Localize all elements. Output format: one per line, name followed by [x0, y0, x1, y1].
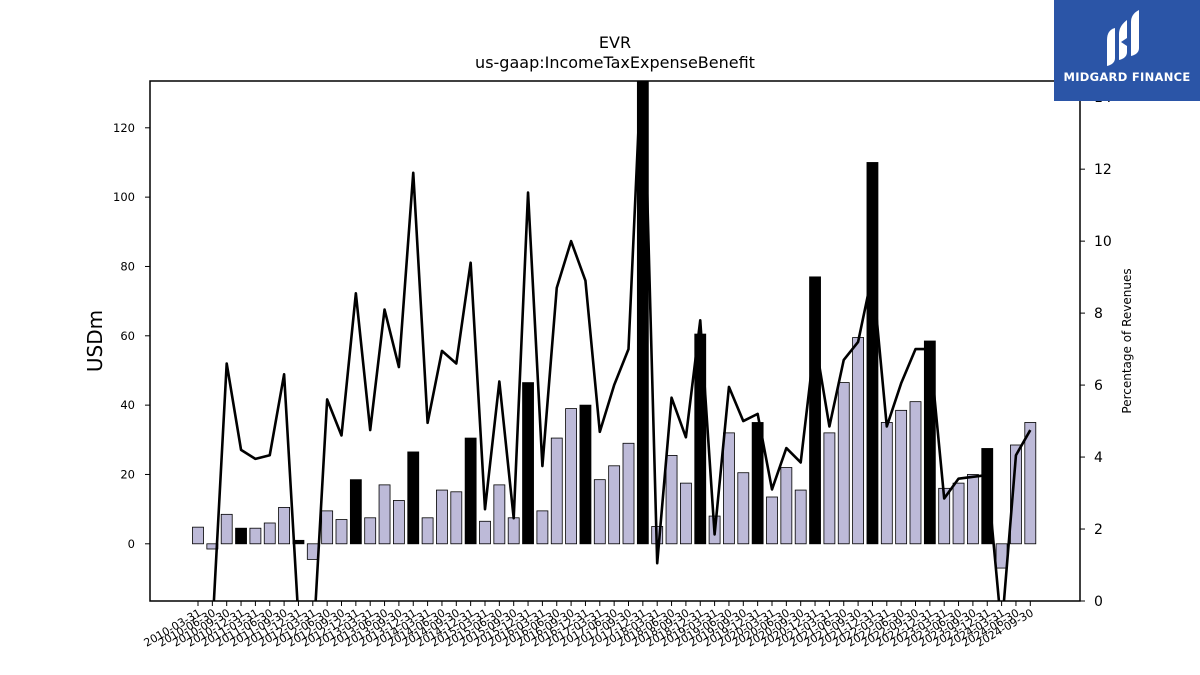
y2-tick-label: 6 — [1094, 378, 1103, 394]
chart-title: EVR — [599, 33, 631, 52]
bar — [895, 409, 908, 545]
chart-subtitle: us-gaap:IncomeTaxExpenseBenefit — [475, 53, 755, 72]
bar — [967, 474, 979, 545]
bar — [1010, 444, 1022, 545]
bar — [536, 510, 549, 545]
bar — [378, 484, 391, 545]
bar — [809, 276, 821, 545]
bar — [952, 482, 965, 545]
bar — [866, 162, 879, 545]
midgard-logo-icon — [1107, 10, 1139, 66]
bar — [392, 500, 405, 545]
y-tick-label: 120 — [113, 121, 135, 135]
bar — [622, 442, 635, 545]
y2-tick-label: 4 — [1094, 450, 1103, 466]
bar — [335, 519, 348, 545]
bar — [565, 408, 577, 545]
bar — [321, 510, 334, 545]
bar — [909, 401, 922, 545]
brand-logo: MIDGARD FINANCE — [1054, 0, 1200, 101]
bar-series — [192, 80, 1037, 569]
bar — [680, 482, 692, 545]
bar — [235, 527, 247, 545]
bar — [579, 404, 592, 545]
bar — [995, 543, 1008, 569]
y2-tick-label: 10 — [1094, 234, 1112, 250]
bar — [550, 437, 563, 545]
bar — [349, 479, 362, 545]
bar — [823, 432, 836, 545]
bar — [249, 527, 262, 545]
bar — [263, 522, 276, 545]
bar — [464, 437, 477, 545]
bar — [837, 382, 850, 545]
bar — [1024, 422, 1037, 545]
bar — [450, 491, 463, 545]
bar — [436, 489, 448, 545]
y2-axis-label: Percentage of Revenues — [1120, 268, 1134, 413]
brand-name: MIDGARD FINANCE — [1063, 70, 1191, 84]
y-tick-label: 80 — [120, 259, 135, 273]
bar — [522, 382, 534, 545]
bar — [220, 513, 233, 545]
y-tick-label: 60 — [120, 329, 135, 343]
bar — [794, 489, 807, 545]
plot-frame — [149, 80, 1081, 602]
bar — [981, 448, 994, 545]
bar — [493, 484, 506, 545]
bar — [880, 422, 893, 545]
bar — [766, 496, 778, 545]
y-tick-label: 0 — [128, 537, 135, 551]
bar — [593, 479, 606, 545]
y-tick-label: 100 — [113, 190, 135, 204]
bar — [306, 543, 319, 560]
right-axis-ticks: 02468101214 — [1080, 90, 1112, 610]
bar — [421, 517, 434, 545]
y-tick-label: 40 — [120, 398, 135, 412]
y-tick-label: 20 — [120, 467, 135, 481]
bar — [737, 472, 750, 545]
bar — [852, 337, 864, 545]
bar — [507, 517, 520, 545]
y2-tick-label: 8 — [1094, 306, 1103, 322]
y2-tick-label: 2 — [1094, 522, 1103, 538]
bar — [665, 454, 678, 545]
bar — [923, 340, 936, 545]
bar — [364, 517, 377, 545]
bar — [407, 451, 420, 545]
left-axis-ticks: 0 20 40 60 80 100 120 — [113, 121, 150, 551]
line-path — [198, 81, 1032, 601]
bar — [723, 432, 735, 545]
line-series — [198, 81, 1032, 601]
bar — [608, 465, 621, 545]
y2-tick-label: 0 — [1094, 594, 1103, 610]
bar — [278, 506, 291, 545]
y-axis-label: USDm — [83, 310, 107, 372]
bar — [780, 467, 793, 545]
bar — [751, 422, 764, 545]
x-axis-ticks: 2010-03-312010-06-302010-09-302010-12-31… — [142, 601, 1036, 650]
bar — [192, 526, 204, 545]
bar — [479, 520, 491, 545]
y2-tick-label: 12 — [1094, 162, 1112, 178]
